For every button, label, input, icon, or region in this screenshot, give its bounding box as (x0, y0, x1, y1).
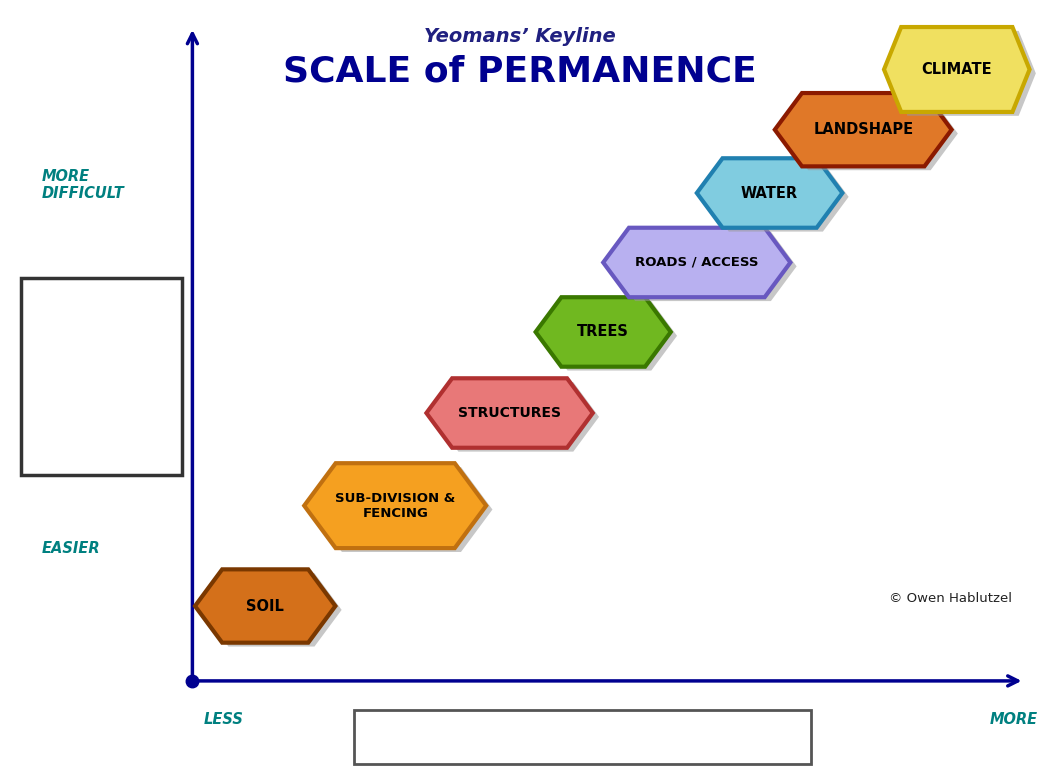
Text: SUB-DIVISION &
FENCING: SUB-DIVISION & FENCING (335, 492, 456, 520)
Text: © Owen Hablutzel: © Owen Hablutzel (889, 592, 1012, 604)
Polygon shape (426, 378, 593, 448)
Text: MORE: MORE (990, 712, 1038, 726)
Polygon shape (304, 463, 487, 548)
Polygon shape (609, 232, 797, 301)
Polygon shape (697, 158, 842, 228)
Text: CLIMATE: CLIMATE (921, 62, 992, 77)
Polygon shape (310, 467, 493, 552)
Text: WATER: WATER (742, 185, 798, 201)
FancyBboxPatch shape (21, 278, 182, 475)
FancyBboxPatch shape (354, 710, 811, 764)
Text: Change
Effort -
ENERGY: Change Effort - ENERGY (55, 340, 148, 412)
Polygon shape (775, 93, 952, 166)
Text: Yeomans’ Keyline: Yeomans’ Keyline (424, 27, 616, 46)
Text: TREES: TREES (577, 324, 629, 340)
Polygon shape (884, 27, 1030, 112)
Text: STRUCTURES: STRUCTURES (458, 406, 562, 420)
Text: SCALE of PERMANENCE: SCALE of PERMANENCE (283, 54, 757, 88)
Polygon shape (536, 297, 671, 367)
Polygon shape (890, 31, 1036, 116)
Polygon shape (433, 382, 599, 452)
Text: Relative Permanence - TIME: Relative Permanence - TIME (446, 728, 719, 747)
Text: LESS: LESS (204, 712, 243, 726)
Text: ROADS / ACCESS: ROADS / ACCESS (635, 256, 758, 269)
Polygon shape (202, 573, 341, 647)
Polygon shape (703, 162, 849, 232)
Polygon shape (196, 570, 336, 642)
Text: LANDSHAPE: LANDSHAPE (813, 122, 913, 137)
Polygon shape (781, 97, 958, 170)
Polygon shape (542, 301, 677, 371)
Polygon shape (603, 228, 790, 297)
Text: MORE
DIFFICULT: MORE DIFFICULT (42, 169, 125, 201)
Text: SOIL: SOIL (246, 598, 284, 614)
Text: EASIER: EASIER (42, 540, 100, 556)
